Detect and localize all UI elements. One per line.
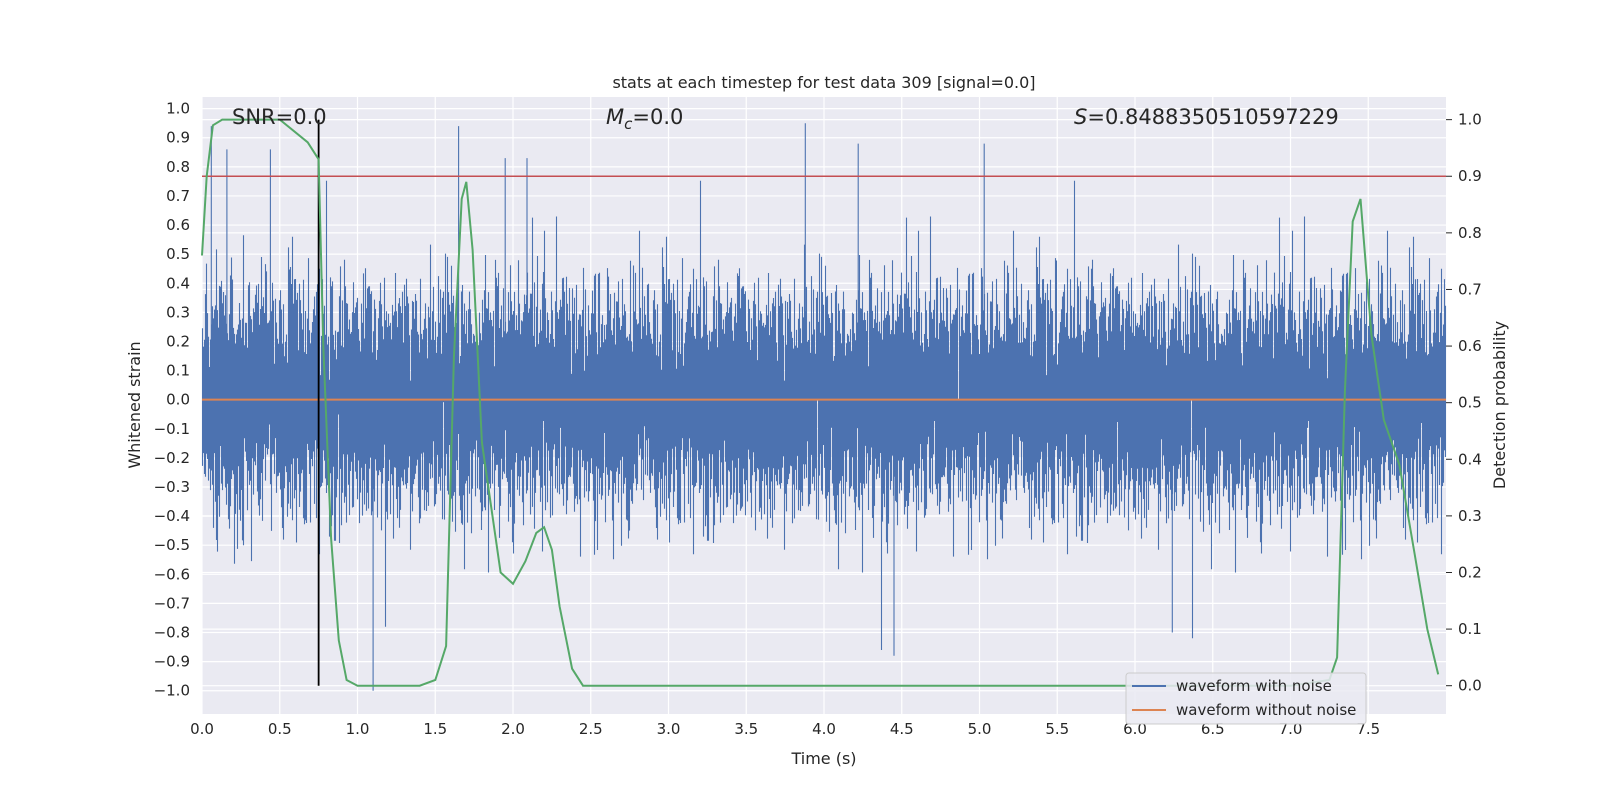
y-tick-label: −0.7	[154, 594, 190, 612]
x-tick-label: 5.5	[1045, 720, 1069, 738]
y-tick-label: 0.7	[166, 187, 190, 205]
y-axis-right-label: Detection probability	[1490, 321, 1509, 489]
y-right-tick-label: 0.7	[1458, 280, 1482, 298]
y-tick-label: 0.8	[166, 158, 190, 176]
y-right-tick-label: 0.3	[1458, 507, 1482, 525]
y-right-tick-label: 0.1	[1458, 620, 1482, 638]
legend-label-clean: waveform without noise	[1176, 701, 1356, 719]
y-tick-label: −0.8	[154, 624, 190, 642]
y-right-tick-label: 0.9	[1458, 167, 1482, 185]
x-tick-label: 1.5	[423, 720, 447, 738]
axes: 0.0 0.5 1.0 1.5 2.0 2.5 3.0 3.5 4.0 4.5 5.0 5.5 6.0 6…	[154, 100, 1482, 738]
y-right-tick-label: 0.6	[1458, 337, 1482, 355]
y-right-tick-label: 0.2	[1458, 563, 1482, 581]
y-tick-label: −0.2	[154, 449, 190, 467]
legend-box	[1125, 672, 1367, 725]
x-tick-label: 0.0	[190, 720, 214, 738]
y-right-tick-label: 1.0	[1458, 111, 1482, 129]
y-tick-label: 0.0	[166, 391, 190, 409]
y-tick-label: −0.5	[154, 536, 190, 554]
y-right-tick-label: 0.5	[1458, 394, 1482, 412]
y-right-tick-label: 0.4	[1458, 450, 1482, 468]
reference-lines	[202, 119, 1446, 686]
y-tick-label: 0.5	[166, 245, 190, 263]
y-tick-label: −1.0	[154, 682, 190, 700]
annotation-score: S=0.8488350510597229	[1074, 105, 1339, 129]
y-right-tick-label: 0.0	[1458, 677, 1482, 695]
detection-probability-line	[201, 118, 1440, 687]
y-tick-label: 0.6	[166, 216, 190, 234]
x-tick-label: 4.5	[890, 720, 914, 738]
y-right-tick-label: 0.8	[1458, 224, 1482, 242]
chart-title: stats at each timestep for test data 309…	[612, 73, 1035, 92]
annotation-chirp-mass: Mc=0.0	[606, 105, 683, 133]
series-detection-probability	[201, 118, 1440, 687]
x-axis-label: Time (s)	[790, 749, 856, 768]
x-tick-label: 4.0	[812, 720, 836, 738]
y-tick-label: 0.4	[166, 274, 190, 292]
y-tick-label: 0.3	[166, 303, 190, 321]
x-tick-label: 5.0	[968, 720, 992, 738]
x-tick-label: 2.5	[579, 720, 603, 738]
y-axis-label: Whitened strain	[125, 341, 144, 468]
y-tick-label: 1.0	[166, 100, 190, 118]
x-tick-label: 0.5	[268, 720, 292, 738]
y-tick-label: 0.2	[166, 332, 190, 350]
y-tick-label: −0.3	[154, 478, 190, 496]
x-tick-label: 1.0	[346, 720, 370, 738]
x-tick-label: 3.0	[657, 720, 681, 738]
y-tick-label: −0.1	[154, 420, 190, 438]
y-tick-label: −0.6	[154, 565, 190, 583]
legend: waveform with noise waveform without noi…	[1125, 672, 1367, 725]
y-tick-label: 0.9	[166, 129, 190, 147]
y-tick-label: −0.9	[154, 653, 190, 671]
legend-label-noise: waveform with noise	[1176, 677, 1332, 695]
x-tick-label: 3.5	[734, 720, 758, 738]
y-tick-label: −0.4	[154, 507, 190, 525]
x-tick-label: 2.0	[501, 720, 525, 738]
annotation-snr: SNR=0.0	[232, 105, 327, 129]
y-tick-label: 0.1	[166, 362, 190, 380]
